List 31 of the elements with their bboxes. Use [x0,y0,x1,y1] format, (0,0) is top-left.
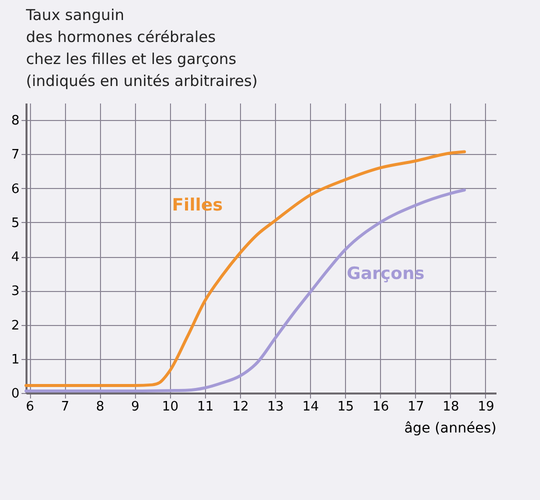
x-tick-label: 15 [337,400,354,414]
x-tick-label: 19 [478,400,494,414]
y-tick-label: 8 [11,114,20,129]
text: des hormones cérébrales [26,28,216,46]
x-tick-label: 9 [131,400,140,414]
x-tick-label: 12 [232,400,249,414]
x-tick-label: 7 [60,400,70,414]
y-tick-label: 6 [11,182,20,197]
text: Taux sanguin [26,6,124,24]
x-tick-label: 8 [96,400,104,414]
y-tick-label: 3 [11,284,20,300]
line-series [24,188,466,392]
text: chez les filles et les garçons [26,50,236,68]
x-tick-label: 11 [197,400,214,414]
x-tick-label: 18 [442,400,460,414]
x-tick-label: 17 [408,400,424,414]
y-tick-label: 5 [11,216,20,231]
y-tick-label: 2 [11,318,20,334]
x-tick-label: 10 [162,400,179,414]
x-tick-label: 6 [26,400,34,414]
text: Filles [172,195,223,216]
line-series [24,150,466,387]
y-tick-label: 0 [11,386,20,402]
x-tick-label: 14 [302,400,319,414]
x-tick-label: 13 [267,400,284,414]
y-tick-label: 4 [11,250,20,266]
y-tick-label: 7 [11,148,20,163]
x-axis-title: âge (années) [404,420,496,436]
y-tick-label: 1 [11,352,20,368]
x-tick-label: 16 [372,400,390,414]
text: (indiqués en unités arbitraires) [26,72,258,90]
